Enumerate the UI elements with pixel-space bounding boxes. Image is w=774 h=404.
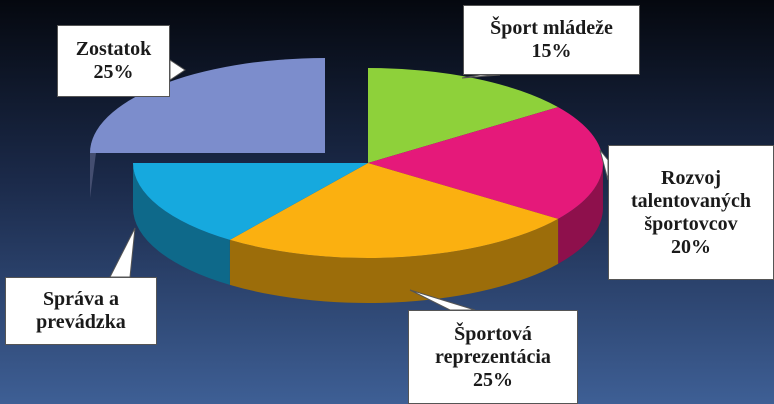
category-label: Športová reprezentácia (435, 322, 551, 368)
slice (229, 163, 559, 259)
category-label: Správa a prevádzka (36, 288, 126, 333)
data-label: Správa a prevádzka (5, 277, 157, 345)
value-label: 15% (531, 40, 572, 62)
slice (133, 163, 368, 240)
category-label: Zostatok (75, 38, 152, 60)
value-label: 25% (473, 368, 513, 391)
slice-side (133, 163, 230, 285)
callout-pointer (169, 59, 186, 81)
slice-side (558, 161, 603, 264)
value-label: 20% (671, 235, 711, 258)
data-label: Športová reprezentácia 25% (408, 310, 578, 404)
data-label: Zostatok 25% (57, 25, 170, 97)
value-label: 25% (93, 61, 134, 83)
callout-pointer (109, 227, 136, 278)
category-label: Šport mládeže (490, 17, 613, 39)
slice-side (229, 218, 559, 304)
callout-pointer (461, 74, 501, 79)
slice (90, 58, 325, 153)
slice (368, 107, 604, 219)
data-label: Šport mládeže 15% (463, 5, 640, 75)
category-label: Rozvoj talentovaných športovcov (631, 166, 751, 235)
data-label: Rozvoj talentovaných športovcov 20% (608, 145, 774, 280)
slice (368, 68, 559, 163)
